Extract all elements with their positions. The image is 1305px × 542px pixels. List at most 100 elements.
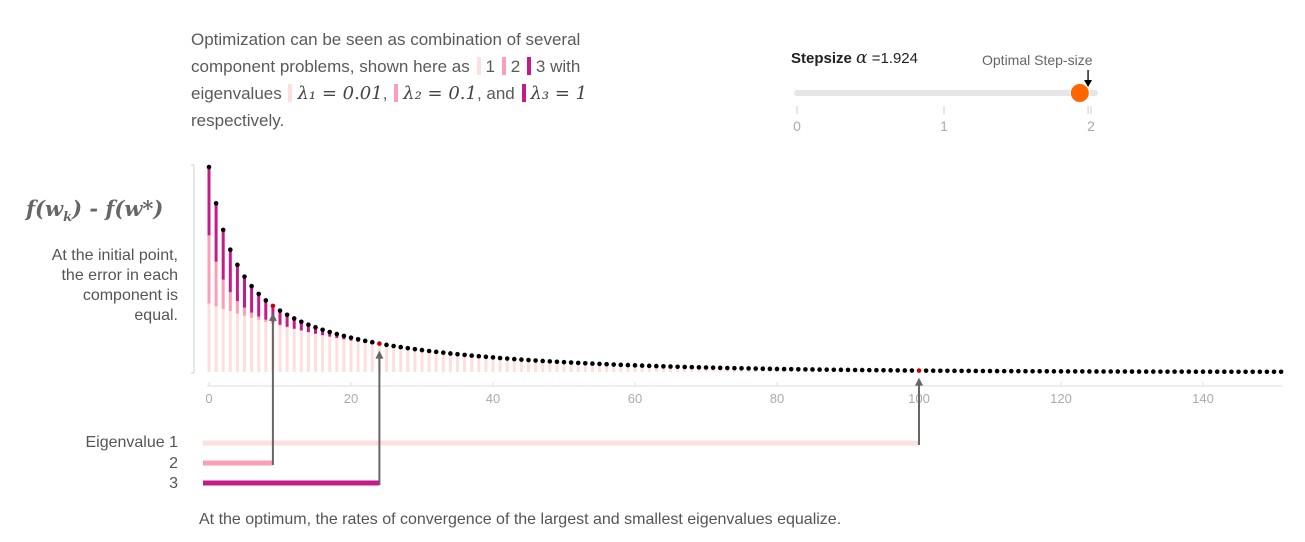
error-point [852,367,858,373]
error-point [1016,368,1021,374]
slider-tick-label: 2 [1087,118,1095,134]
error-point [1158,369,1163,374]
x-tick-label: 120 [1050,391,1072,406]
error-point [1044,369,1050,374]
error-point [597,361,602,367]
error-point [1023,368,1028,374]
error-point [462,352,467,358]
error-point [448,351,453,356]
error-point [902,368,908,373]
error-point [923,368,929,373]
error-point [455,351,460,357]
error-point [696,365,702,370]
error-point [796,366,801,372]
x-axis: 020406080100120140 [205,382,1283,406]
error-point [1037,368,1042,374]
error-point [625,362,631,368]
error-point [512,356,517,362]
x-tick-label: 140 [1192,391,1214,406]
lambda3-swatch [521,84,526,102]
error-point [1151,369,1156,374]
error-point [384,342,389,348]
x-tick-label: 0 [205,391,212,406]
error-point [1065,369,1071,374]
error-point [1129,369,1135,374]
error-point [590,361,595,366]
error-point [1009,368,1014,374]
error-point [661,364,666,369]
error-point [504,356,510,361]
error-point [540,358,545,364]
component-1-swatch [476,57,481,75]
error-point [1179,369,1184,374]
error-point [746,366,751,371]
error-point [213,201,219,206]
error-point [1087,369,1092,374]
error-point [980,368,986,374]
error-point [1186,369,1192,374]
error-point [930,368,936,374]
stepsize-slider[interactable]: 0 1 2 [793,70,1098,134]
error-point [682,364,687,370]
error-point [753,366,758,371]
error-point [575,360,581,366]
error-point [1136,369,1142,374]
error-point [788,366,794,372]
error-point [256,291,262,297]
y-f2: f [105,196,115,221]
error-point [717,365,723,371]
eigenvalue-2-label: 2 [169,455,178,472]
error-point [639,363,645,368]
error-point [334,331,340,337]
error-point [1250,369,1255,375]
arrow-head-icon [268,312,277,321]
error-point [817,367,822,372]
error-point [739,365,744,371]
lambda3-formula: λ₃ = 1 [530,83,588,104]
component-3-swatch [526,57,531,75]
error-point [725,365,730,371]
lambda2-swatch [394,84,399,102]
y-star: * [142,196,154,221]
error-point [632,363,638,368]
error-point [732,365,737,371]
slider-tick-label: 0 [793,118,801,134]
error-point [327,329,333,335]
error-point [554,359,560,365]
error-point [299,319,304,325]
error-point [1001,368,1007,374]
error-point [1101,369,1106,374]
error-point [710,365,716,370]
error-point [1229,369,1234,375]
error-point [654,363,659,369]
lambda2-formula: λ₂ = 0.1 [403,83,477,104]
error-point [945,368,950,374]
error-point [583,360,588,366]
error-point [206,164,212,170]
eigenvalue-3-label: 3 [169,475,178,492]
error-point [952,368,957,374]
error-point [803,367,808,372]
error-point [490,355,496,360]
intro-text-b: with eigenvalues [191,57,581,103]
optimal-step-label: Optimal Step-size [982,52,1093,68]
x-tick-label: 60 [628,391,642,406]
y-f: f [26,196,36,221]
error-point [831,367,837,373]
error-point [1058,369,1064,374]
error-point [476,353,482,359]
error-point [419,347,425,353]
initial-point-note: At the initial point, the error in each … [51,247,178,324]
error-point [277,308,283,313]
error-point [774,366,780,372]
error-point [1094,369,1099,374]
error-point [405,345,411,351]
error-point [362,338,368,344]
slider-handle[interactable] [1069,83,1090,103]
error-point [398,344,404,350]
error-point [1236,369,1241,375]
component-1-label: 1 [485,57,495,76]
error-point [675,364,680,370]
error-point [1243,369,1248,375]
